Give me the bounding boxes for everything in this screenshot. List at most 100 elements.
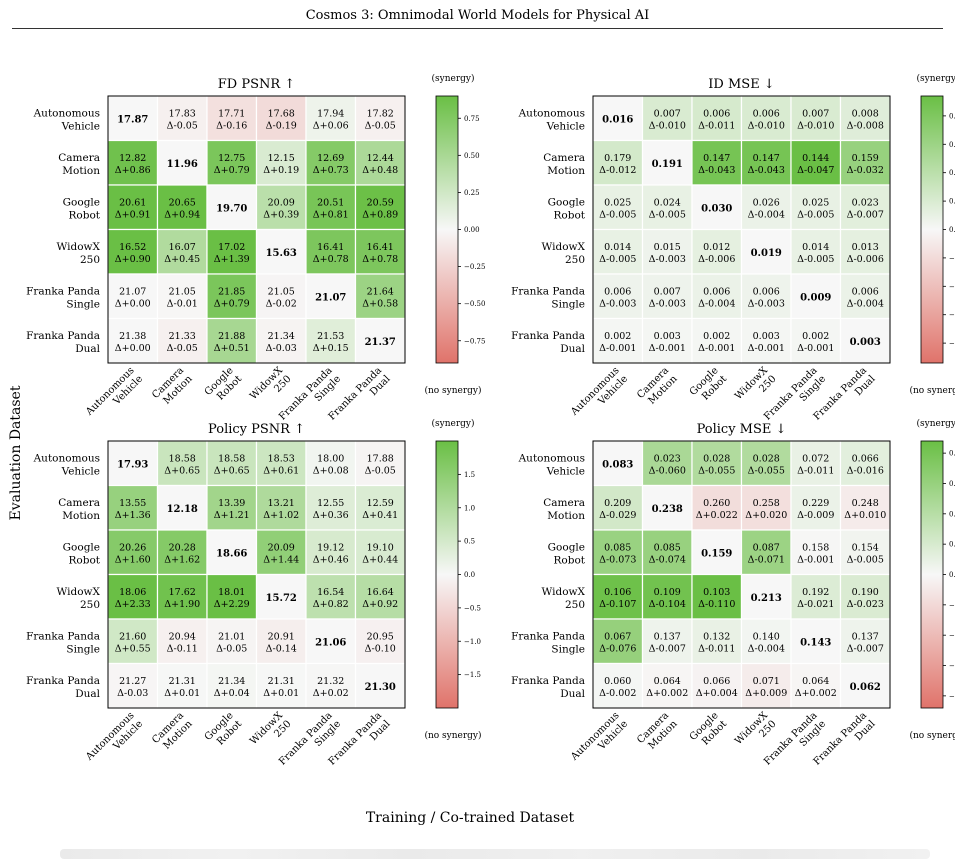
y-tick-label: Franka Panda Single (511, 630, 585, 655)
cell-delta-label: Δ-0.076 (599, 643, 636, 654)
cell-value-label: 21.01 (218, 631, 245, 642)
colorbar-tick-label: −0.100 (949, 692, 955, 700)
cell-value-label: 20.95 (367, 631, 394, 642)
cell-delta-label: Δ+0.90 (115, 254, 151, 265)
heatmap-cell (592, 573, 644, 620)
heatmap-cell (839, 662, 891, 709)
x-tick-label: AutonomousVehicle (568, 365, 630, 427)
heatmap-cell (691, 317, 743, 364)
cell-value-label: 0.209 (604, 498, 631, 509)
colorbar-tick-label: 1.0 (464, 504, 475, 512)
heatmap-frame (107, 440, 406, 709)
heatmap-cell (839, 440, 891, 487)
cell-value-label: 21.38 (119, 331, 146, 342)
heatmap-cell (255, 95, 307, 142)
heatmap-cell (305, 573, 357, 620)
cell-value-label: 20.94 (169, 631, 196, 642)
cell-delta-label: Δ+0.58 (362, 298, 398, 309)
cell-delta-label: Δ-0.071 (748, 554, 785, 565)
cell-value-label: 16.07 (169, 242, 196, 253)
cell-delta-label: Δ-0.011 (797, 465, 834, 476)
cell-value-label: 0.006 (852, 286, 879, 297)
cell-delta-label: Δ-0.03 (266, 343, 297, 354)
cell-value-label: 0.109 (654, 587, 681, 598)
cell-delta-label: Δ-0.05 (167, 343, 198, 354)
cell-delta-label: Δ-0.004 (748, 643, 785, 654)
cell-value-label: 0.002 (604, 331, 631, 342)
cell-delta-label: Δ-0.008 (847, 120, 884, 131)
cell-delta-label: Δ-0.010 (748, 120, 785, 131)
colorbar-top-label: (synergy) (432, 418, 475, 429)
heatmap-cell (206, 662, 258, 709)
heatmap-cell (206, 317, 258, 364)
cell-delta-label: Δ-0.005 (649, 209, 686, 220)
heatmap-cell (354, 317, 406, 364)
heatmap-panel: ID MSE ↓0.0160.007Δ-0.0100.006Δ-0.0110.0… (511, 73, 955, 427)
heatmap-cell (839, 484, 891, 531)
cell-value-label: 17.93 (117, 459, 148, 470)
cell-delta-label: Δ+0.61 (263, 465, 299, 476)
cell-value-label: 0.144 (802, 153, 829, 164)
heatmap-cell (839, 228, 891, 275)
colorbar (920, 95, 944, 364)
colorbar-tick-label: 0.00 (949, 226, 955, 234)
heatmap-cell (305, 184, 357, 231)
cell-value-label: 16.52 (119, 242, 146, 253)
cell-value-label: 0.140 (753, 631, 780, 642)
cell-delta-label: Δ-0.003 (748, 298, 785, 309)
heatmap-cell (107, 317, 159, 364)
cell-value-label: 12.69 (317, 153, 344, 164)
y-tick-label: Google Robot (63, 541, 101, 566)
cell-value-label: 0.003 (654, 331, 681, 342)
cell-delta-label: Δ-0.005 (599, 254, 636, 265)
cell-delta-label: Δ-0.104 (649, 599, 686, 610)
cell-delta-label: Δ+0.08 (313, 465, 349, 476)
cell-delta-label: Δ-0.05 (216, 643, 247, 654)
cell-value-label: 18.06 (119, 587, 146, 598)
y-tick-label: Franka Panda Dual (26, 675, 101, 700)
cell-delta-label: Δ-0.001 (698, 343, 735, 354)
colorbar-tick-label: −0.050 (949, 632, 955, 640)
cell-value-label: 0.137 (654, 631, 681, 642)
heatmap-cell (206, 228, 258, 275)
heatmap-cell (354, 139, 406, 186)
cell-delta-label: Δ+0.89 (362, 209, 398, 220)
cell-delta-label: Δ+1.39 (214, 254, 250, 265)
cell-value-label: 0.025 (802, 197, 829, 208)
y-tick-label: Franka Panda Single (511, 285, 585, 310)
colorbar-tick-label: −0.5 (464, 604, 481, 612)
y-tick-label: Autonomous Vehicle (33, 107, 100, 132)
cell-value-label: 0.071 (753, 676, 780, 687)
heatmap-cell (641, 273, 693, 320)
cell-delta-label: Δ+0.79 (214, 165, 250, 176)
cell-delta-label: Δ-0.012 (599, 165, 636, 176)
cell-value-label: 0.229 (802, 498, 829, 509)
cell-value-label: 0.007 (802, 108, 829, 119)
cell-value-label: 16.54 (317, 587, 344, 598)
cell-value-label: 17.02 (218, 242, 245, 253)
heatmap-frame (592, 440, 891, 709)
cell-value-label: 16.41 (317, 242, 344, 253)
heatmap-cell (641, 484, 693, 531)
heatmap-cell (592, 317, 644, 364)
colorbar-tick-label: 0.025 (949, 541, 955, 549)
cell-delta-label: Δ-0.05 (167, 120, 198, 131)
x-tick-label: GoogleRobot (203, 365, 244, 406)
cell-value-label: 0.159 (852, 153, 879, 164)
cell-value-label: 0.016 (602, 114, 633, 125)
cell-value-label: 0.009 (800, 292, 831, 303)
y-tick-label: Camera Motion (543, 152, 585, 177)
cell-delta-label: Δ-0.001 (649, 343, 686, 354)
cell-value-label: 21.27 (119, 676, 146, 687)
cell-delta-label: Δ+0.002 (646, 688, 688, 699)
y-tick-label: Camera Motion (58, 497, 100, 522)
cell-delta-label: Δ+0.36 (313, 510, 349, 521)
colorbar-tick-label: −1.0 (464, 638, 481, 646)
colorbar-tick-label: −0.02 (949, 283, 955, 291)
cell-delta-label: Δ+0.06 (313, 120, 349, 131)
cell-delta-label: Δ-0.060 (649, 465, 686, 476)
cell-delta-label: Δ-0.001 (748, 343, 785, 354)
cell-value-label: 21.34 (218, 676, 245, 687)
cell-delta-label: Δ+0.022 (696, 510, 738, 521)
heatmap-cell (641, 529, 693, 576)
